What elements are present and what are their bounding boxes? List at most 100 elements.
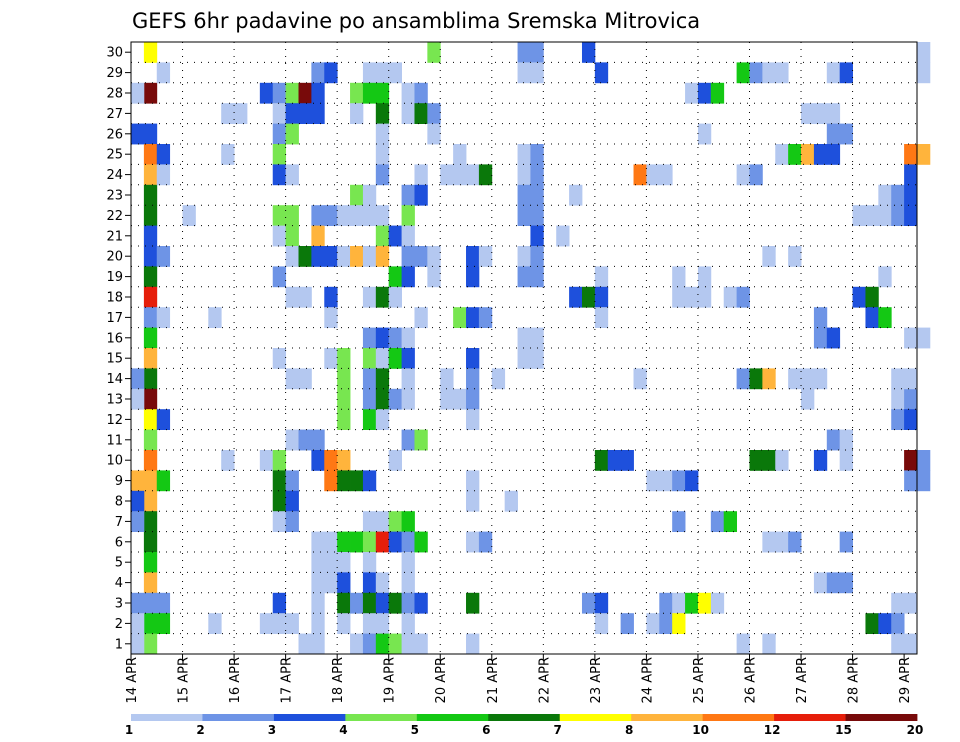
heatmap-cell (659, 470, 673, 492)
heatmap-cell (659, 613, 673, 634)
y-tick-label: 10 (106, 454, 123, 469)
heatmap-cell (388, 62, 402, 84)
heatmap-cell (285, 164, 299, 186)
heatmap-cell (788, 144, 802, 165)
heatmap-cell (839, 531, 853, 553)
heatmap-cell (324, 307, 338, 328)
heatmap-cell (375, 123, 390, 145)
x-tick-label: 20 APR (434, 657, 449, 703)
y-tick-label: 5 (115, 556, 123, 571)
heatmap-cell (401, 388, 415, 410)
heatmap-cell (466, 348, 480, 369)
heatmap-cell (414, 307, 428, 328)
x-tick-label: 28 APR (847, 657, 862, 703)
heatmap-cell (401, 246, 415, 267)
colorbar: 1 2 3 4 5 6 7 8 10 12 15 20 (125, 714, 923, 737)
heatmap-cell (350, 103, 364, 124)
heatmap-cell (530, 225, 544, 247)
heatmap-cell (530, 205, 544, 226)
heatmap-cell (478, 307, 493, 328)
heatmap-cell (350, 205, 364, 226)
heatmap-cell (285, 246, 299, 267)
heatmap-cell (414, 246, 428, 267)
heatmap-cell (337, 409, 351, 430)
heatmap-cell (775, 62, 789, 84)
heatmap-cell (710, 82, 725, 104)
heatmap-cell (478, 164, 493, 186)
heatmap-cell (453, 388, 467, 410)
heatmap-cell (375, 572, 390, 594)
heatmap-cell (672, 470, 686, 492)
heatmap-cell (221, 103, 235, 124)
heatmap-cell (440, 388, 454, 410)
heatmap-cell (466, 307, 480, 328)
heatmap-cell (904, 144, 918, 165)
heatmap-cell (878, 205, 892, 226)
heatmap-cell (337, 246, 351, 267)
heatmap-cell (143, 82, 158, 104)
heatmap-cell (324, 246, 338, 267)
heatmap-cell (904, 184, 918, 206)
heatmap-cell (826, 327, 841, 349)
x-tick-label: 17 APR (280, 657, 295, 703)
heatmap-cell (904, 633, 918, 655)
heatmap-cell (324, 205, 338, 226)
x-tick-label: 16 APR (228, 657, 243, 703)
heatmap-cell (156, 144, 171, 165)
heatmap-cell (427, 42, 441, 63)
heatmap-cell (839, 572, 853, 594)
colorbar-label: 2 (196, 723, 204, 737)
heatmap-cell (272, 450, 287, 471)
heatmap-cell (375, 592, 390, 614)
heatmap-cell (646, 470, 660, 492)
heatmap-cell (401, 266, 415, 288)
heatmap-cell (852, 205, 866, 226)
colorbar-swatch (202, 714, 275, 721)
heatmap-cell (350, 531, 364, 553)
heatmap-cell (337, 205, 351, 226)
heatmap-cell (839, 429, 853, 451)
heatmap-cell (478, 531, 493, 553)
heatmap-cell (272, 348, 287, 369)
heatmap-cell (401, 511, 415, 532)
heatmap-cell (607, 450, 622, 471)
heatmap-cell (762, 246, 776, 267)
colorbar-swatch (488, 714, 561, 721)
heatmap-cell (440, 368, 454, 390)
heatmap-cell (375, 225, 390, 247)
colorbar-label: 4 (339, 723, 347, 737)
heatmap-cell (878, 613, 892, 634)
x-tick-label: 15 APR (177, 657, 192, 703)
heatmap-cell (221, 450, 235, 471)
heatmap-cell (904, 592, 918, 614)
heatmap-cell (311, 225, 325, 247)
heatmap-cell (491, 368, 506, 390)
heatmap-cell (556, 225, 570, 247)
y-tick-label: 19 (106, 270, 123, 285)
colorbar-label: 3 (268, 723, 276, 737)
y-tick-label: 13 (106, 393, 123, 408)
heatmap-cell (311, 552, 325, 573)
heatmap-cell (311, 205, 325, 226)
heatmap-cell (891, 205, 905, 226)
colorbar-swatch (273, 714, 346, 721)
heatmap-cell (156, 613, 171, 634)
heatmap-cell (427, 266, 441, 288)
heatmap-cell (285, 470, 299, 492)
heatmap-cell (891, 613, 905, 634)
heatmap-cell (762, 368, 776, 390)
heatmap-cell (272, 82, 287, 104)
heatmap-cell (891, 388, 905, 410)
heatmap-cell (736, 286, 750, 308)
colorbar-label: 1 (125, 723, 133, 737)
heatmap-cell (775, 450, 789, 471)
heatmap-cell (762, 450, 776, 471)
heatmap-cell (285, 205, 299, 226)
heatmap-cell (466, 388, 480, 410)
heatmap-cell (685, 470, 699, 492)
heatmap-cell (362, 246, 377, 267)
heatmap-cell (697, 592, 712, 614)
heatmap-cell (569, 184, 583, 206)
heatmap-cell (414, 592, 428, 614)
heatmap-cell (337, 450, 351, 471)
